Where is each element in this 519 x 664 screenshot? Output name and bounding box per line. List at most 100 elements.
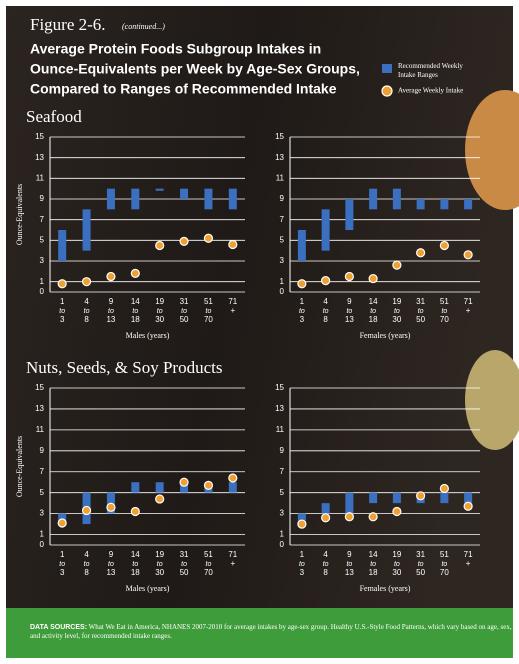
x-tick-label: 9 to 13 bbox=[345, 297, 354, 324]
y-tick-label: 15 bbox=[35, 383, 44, 392]
x-tick-label: 1 to 3 bbox=[59, 550, 65, 577]
y-tick-label: 13 bbox=[35, 404, 44, 413]
range-bar bbox=[204, 188, 213, 210]
footer-label: DATA SOURCES: bbox=[30, 624, 87, 631]
y-tick-label: 0 bbox=[40, 287, 45, 296]
range-bar bbox=[392, 188, 401, 210]
x-axis-title: Females (years) bbox=[360, 584, 411, 593]
intake-dot bbox=[81, 277, 92, 287]
intake-dot bbox=[321, 276, 331, 286]
x-tick-label: 31 to 50 bbox=[416, 550, 425, 577]
x-tick-label: 14 to 18 bbox=[369, 550, 378, 577]
y-tick-label: 13 bbox=[35, 153, 44, 162]
range-bar bbox=[180, 188, 189, 199]
x-tick-label: 51 to 70 bbox=[440, 550, 449, 577]
x-axis-title: Males (years) bbox=[126, 584, 170, 593]
y-tick-label: 0 bbox=[40, 540, 45, 549]
x-tick-label: 31 to 50 bbox=[180, 550, 189, 577]
range-bar bbox=[82, 209, 91, 251]
range-bar bbox=[321, 209, 330, 251]
title-line: Compared to Ranges of Recommended Intake bbox=[30, 81, 337, 97]
range-bar bbox=[464, 199, 473, 210]
y-axis-title: Ounce-Equivalents bbox=[15, 184, 24, 245]
intake-dot bbox=[106, 502, 116, 512]
intake-dot bbox=[416, 248, 426, 258]
range-bar bbox=[131, 188, 140, 210]
footer-band bbox=[6, 608, 513, 658]
bread-image bbox=[465, 90, 519, 210]
section-title: Seafood bbox=[26, 107, 82, 126]
intake-dot bbox=[392, 506, 402, 517]
x-tick-label: 71 + bbox=[228, 550, 237, 568]
title-line: Average Protein Foods Subgroup Intakes i… bbox=[30, 41, 321, 57]
range-bar bbox=[369, 492, 378, 504]
y-tick-label: 5 bbox=[280, 488, 285, 497]
x-axis-title: Females (years) bbox=[360, 331, 411, 340]
x-tick-label: 1 to 3 bbox=[59, 297, 65, 324]
x-tick-label: 1 to 3 bbox=[299, 297, 305, 324]
section-title: Nuts, Seeds, & Soy Products bbox=[26, 358, 222, 377]
y-tick-label: 9 bbox=[40, 194, 45, 203]
range-bar bbox=[58, 230, 67, 261]
footer-text: DATA SOURCES: What We Eat in America, NH… bbox=[30, 623, 512, 640]
intake-dot bbox=[297, 519, 307, 529]
intake-dot bbox=[344, 271, 354, 282]
footer-body-cont: and activity level, for recommended inta… bbox=[30, 632, 172, 640]
intake-dot bbox=[344, 512, 354, 522]
intake-dot bbox=[228, 239, 238, 250]
intake-dot bbox=[297, 279, 307, 289]
intake-dot bbox=[439, 483, 449, 494]
y-tick-label: 7 bbox=[280, 467, 285, 476]
y-tick-label: 11 bbox=[36, 173, 45, 182]
y-tick-label: 15 bbox=[275, 383, 284, 392]
x-tick-label: 71 + bbox=[464, 550, 473, 568]
x-tick-label: 51 to 70 bbox=[440, 297, 449, 324]
intake-dot bbox=[155, 494, 165, 504]
intake-dot bbox=[463, 501, 473, 511]
y-tick-label: 3 bbox=[40, 509, 45, 518]
intake-dot bbox=[368, 512, 378, 522]
range-bar bbox=[440, 492, 449, 504]
y-tick-label: 5 bbox=[40, 235, 45, 244]
x-tick-label: 4 to 8 bbox=[323, 550, 329, 577]
intake-dot bbox=[463, 250, 473, 260]
intake-dot bbox=[368, 273, 378, 284]
x-axis-title: Males (years) bbox=[126, 331, 170, 340]
figure-label: Figure 2-6. bbox=[30, 15, 106, 34]
y-tick-label: 1 bbox=[40, 530, 45, 539]
y-tick-label: 7 bbox=[280, 215, 285, 224]
continued: (continued...) bbox=[122, 22, 165, 31]
legend-label: Average Weekly Intake bbox=[398, 87, 463, 95]
intake-dot bbox=[106, 271, 116, 282]
nuts-image bbox=[465, 350, 519, 450]
y-tick-label: 11 bbox=[276, 425, 285, 434]
range-bar bbox=[392, 492, 401, 504]
x-tick-label: 1 to 3 bbox=[299, 550, 305, 577]
x-tick-label: 9 to 13 bbox=[106, 550, 115, 577]
y-tick-label: 1 bbox=[40, 277, 45, 286]
intake-dot bbox=[155, 240, 165, 251]
range-bar bbox=[155, 482, 164, 493]
x-tick-label: 71 + bbox=[464, 297, 473, 315]
y-tick-label: 11 bbox=[36, 425, 45, 434]
x-tick-label: 14 to 18 bbox=[131, 550, 140, 577]
range-bar bbox=[464, 492, 473, 504]
range-bar bbox=[440, 199, 449, 210]
range-bar bbox=[345, 199, 354, 230]
footer-body: What We Eat in America, NHANES 2007-2010… bbox=[89, 623, 512, 631]
x-tick-label: 31 to 50 bbox=[180, 297, 189, 324]
intake-dot bbox=[321, 513, 331, 523]
y-tick-label: 1 bbox=[280, 277, 285, 286]
x-tick-label: 4 to 8 bbox=[84, 297, 90, 324]
y-tick-label: 1 bbox=[280, 530, 285, 539]
title-line: Ounce-Equivalents per Week by Age-Sex Gr… bbox=[30, 61, 360, 77]
range-bar bbox=[155, 188, 164, 191]
x-tick-label: 19 to 30 bbox=[392, 550, 401, 577]
range-bar bbox=[228, 482, 237, 493]
range-bar bbox=[369, 188, 378, 210]
intake-dot bbox=[130, 268, 140, 278]
range-bar bbox=[297, 513, 306, 525]
x-tick-label: 19 to 30 bbox=[155, 550, 164, 577]
x-tick-label: 19 to 30 bbox=[392, 297, 401, 324]
y-tick-label: 3 bbox=[40, 256, 45, 265]
